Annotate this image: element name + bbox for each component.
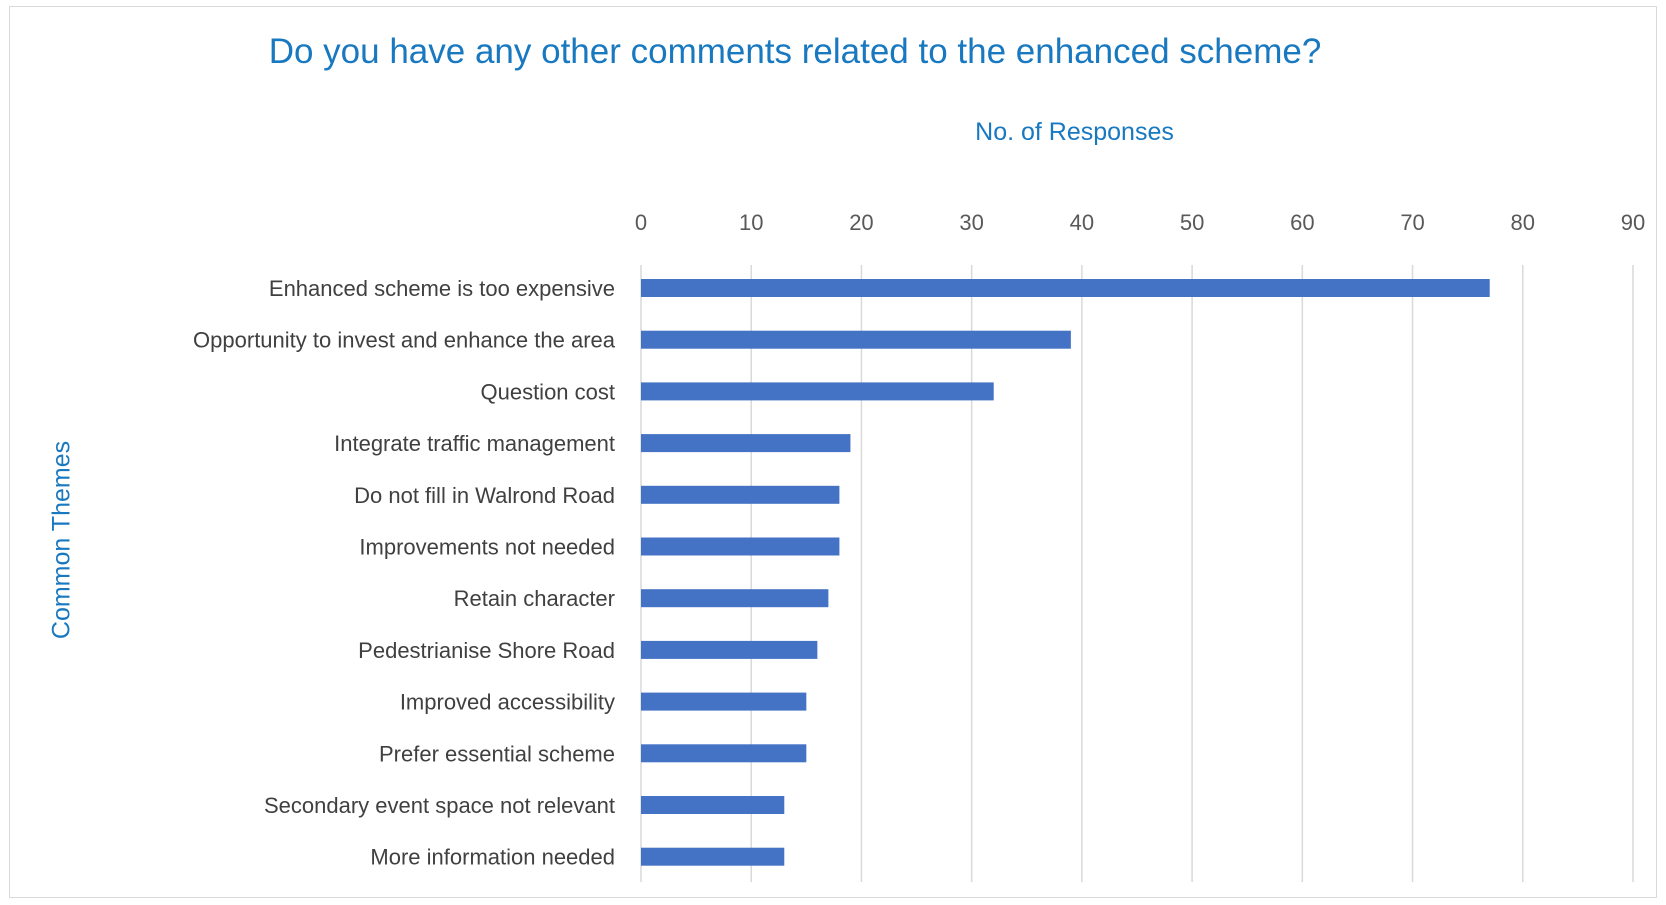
category-label: Opportunity to invest and enhance the ar…: [193, 328, 616, 353]
category-labels: Enhanced scheme is too expensive Opportun…: [193, 276, 616, 870]
category-label: Improvements not needed: [359, 535, 615, 560]
x-tick-label: 90: [1621, 210, 1645, 235]
bar: [641, 640, 818, 659]
x-tick-label: 10: [739, 210, 763, 235]
category-label: Retain character: [454, 586, 615, 611]
bar: [641, 847, 785, 866]
x-tick-label: 30: [959, 210, 983, 235]
bar: [641, 485, 840, 504]
chart-title: Do you have any other comments related t…: [268, 32, 1322, 71]
bar: [641, 796, 785, 814]
category-label: Enhanced scheme is too expensive: [269, 276, 615, 301]
bar: [641, 382, 994, 401]
category-label: Pedestrianise Shore Road: [358, 638, 615, 663]
x-tick-label: 60: [1290, 210, 1314, 235]
x-tick-label: 40: [1070, 210, 1094, 235]
x-axis-label: No. of Responses: [975, 118, 1174, 146]
category-label: Question cost: [480, 379, 615, 404]
x-tick-label: 0: [635, 210, 647, 235]
bar: [641, 434, 851, 453]
category-label: Prefer essential scheme: [379, 741, 615, 766]
x-tick-label: 20: [849, 210, 873, 235]
bar: [641, 279, 1490, 297]
category-label: Do not fill in Walrond Road: [354, 483, 615, 508]
bar: [641, 744, 807, 763]
category-label: Integrate traffic management: [334, 431, 615, 456]
bar: [641, 330, 1071, 349]
x-tick-label: 70: [1400, 210, 1424, 235]
category-label: More information needed: [370, 845, 615, 870]
bars: [641, 279, 1490, 866]
x-tick-label: 80: [1511, 210, 1535, 235]
category-label: Secondary event space not relevant: [264, 793, 615, 818]
bar: [641, 692, 807, 711]
gridlines: [640, 265, 1634, 882]
bar: [641, 537, 840, 556]
x-tick-label: 50: [1180, 210, 1204, 235]
x-tick-labels: 0 10 20 30 40 50 60 70 80 90: [635, 210, 1645, 235]
bar: [641, 589, 829, 608]
category-label: Improved accessibility: [400, 690, 615, 715]
